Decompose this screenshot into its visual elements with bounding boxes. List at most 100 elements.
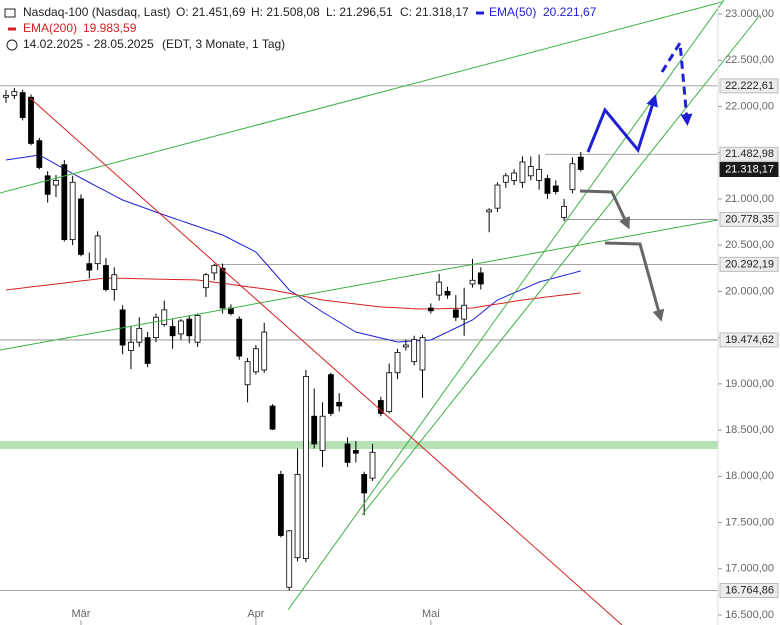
- candle-body: [344, 443, 351, 463]
- candle-body: [86, 263, 93, 271]
- candle-body: [161, 309, 168, 326]
- y-tick-label: 23.000,00: [725, 8, 774, 20]
- candle-body: [178, 320, 184, 335]
- candle-body: [502, 175, 509, 183]
- high-label: H: 21.508,08: [251, 5, 320, 19]
- y-tick-label: 22.000,00: [725, 100, 774, 112]
- candle-body: [561, 205, 568, 218]
- forecast-arrow: [660, 38, 693, 126]
- subtitle: (EDT, 3 Monate, 1 Tag): [162, 37, 285, 51]
- candle-body: [411, 339, 418, 363]
- header: Nasdaq-100 (Nasdaq, Last) O: 21.451,69 H…: [4, 5, 597, 51]
- candle-body: [269, 405, 276, 430]
- candle-body: [552, 185, 559, 192]
- candle-body: [236, 318, 243, 357]
- candle-body: [128, 341, 134, 351]
- candle-body: [519, 161, 526, 183]
- ema-line: [5, 277, 581, 310]
- candle-body: [511, 172, 518, 181]
- level-label: 20.292,19: [725, 258, 774, 270]
- candle-body: [277, 474, 284, 536]
- open-label: O: 21.451,69: [176, 5, 246, 19]
- candle-body: [377, 400, 384, 414]
- candle-body: [19, 92, 26, 118]
- candle-body: [252, 348, 259, 373]
- plot-area: [0, 85, 718, 591]
- level-label: 20.778,35: [725, 213, 774, 225]
- y-tick-label: 20.000,00: [725, 285, 774, 297]
- candle-body: [11, 91, 18, 96]
- candle-body: [103, 265, 109, 290]
- y-tick-label: 16.500,00: [725, 609, 774, 621]
- candle-body: [419, 337, 426, 371]
- scenario-arrow: [604, 241, 665, 322]
- trendline: [0, 1, 723, 194]
- candle-body: [36, 140, 43, 168]
- candle-body: [294, 474, 301, 559]
- candle-body: [436, 281, 443, 296]
- candle-body: [486, 209, 493, 213]
- trendline: [29, 97, 623, 625]
- candle-body: [136, 327, 143, 343]
- candle-body: [61, 164, 68, 241]
- candle-body: [94, 235, 101, 265]
- candle-body: [186, 318, 193, 337]
- level-box: [719, 211, 779, 227]
- x-tick-label: Apr: [247, 608, 264, 620]
- candle-body: [427, 307, 434, 312]
- y-tick-label: 19.000,00: [725, 378, 774, 390]
- chart-title: Nasdaq-100 (Nasdaq, Last): [23, 5, 170, 19]
- chart-icon: [4, 8, 16, 18]
- candle-body: [577, 156, 584, 170]
- level-box: [719, 256, 779, 272]
- y-tick-label: 18.500,00: [725, 424, 774, 436]
- candle-body: [69, 181, 76, 241]
- candle-body: [78, 198, 84, 255]
- y-tick-label: 18.000,00: [725, 470, 774, 482]
- candle-body: [244, 361, 251, 386]
- candle-body: [494, 184, 501, 209]
- candle-body: [402, 344, 409, 348]
- level-box: [719, 583, 779, 599]
- trendline: [0, 219, 719, 351]
- legend-value: 19.983,59: [83, 21, 137, 35]
- support-zone: [0, 440, 718, 450]
- close-label: C: 21.318,17: [400, 5, 469, 19]
- ema-line: [5, 154, 581, 343]
- level-label: 21.482,98: [725, 148, 774, 160]
- annotations: [0, 0, 761, 625]
- candle-body: [336, 401, 343, 407]
- candle-body: [444, 290, 451, 296]
- candle-body: [394, 352, 401, 374]
- candle-body: [452, 309, 459, 318]
- candle-body: [469, 279, 476, 285]
- low-label: L: 21.296,51: [326, 5, 393, 19]
- candle-body: [53, 180, 59, 186]
- candle-body: [111, 274, 118, 290]
- legend-label: EMA(50): [489, 5, 536, 19]
- candle-body: [461, 304, 468, 320]
- level-box: [719, 332, 779, 348]
- x-tick-label: Mär: [71, 608, 90, 620]
- level-box: [719, 146, 779, 162]
- y-tick-label: 22.500,00: [725, 54, 774, 66]
- candle-body: [194, 315, 201, 343]
- y-tick-label: 20.500,00: [725, 239, 774, 251]
- candle-body: [302, 376, 309, 559]
- y-tick-label: 21.000,00: [725, 193, 774, 205]
- candle-body: [386, 372, 393, 412]
- candle-body: [153, 316, 159, 339]
- candle-body: [44, 175, 51, 195]
- candle-body: [544, 178, 551, 194]
- legend-label: EMA(200): [23, 21, 77, 35]
- y-tick-label: 17.000,00: [725, 563, 774, 575]
- level-label: 16.764,86: [725, 584, 774, 596]
- legend: EMA(50) 20.221,67 EMA(200) 19.983,59: [8, 5, 597, 35]
- y-tick-label: 17.500,00: [725, 516, 774, 528]
- trendline: [361, 14, 761, 516]
- candle-body: [477, 272, 484, 285]
- level-box: [719, 78, 779, 94]
- candle-body: [327, 374, 334, 414]
- value-axis: 16.500,00 17.000,00 17.500,00 18.000,00 18.5…: [71, 0, 779, 625]
